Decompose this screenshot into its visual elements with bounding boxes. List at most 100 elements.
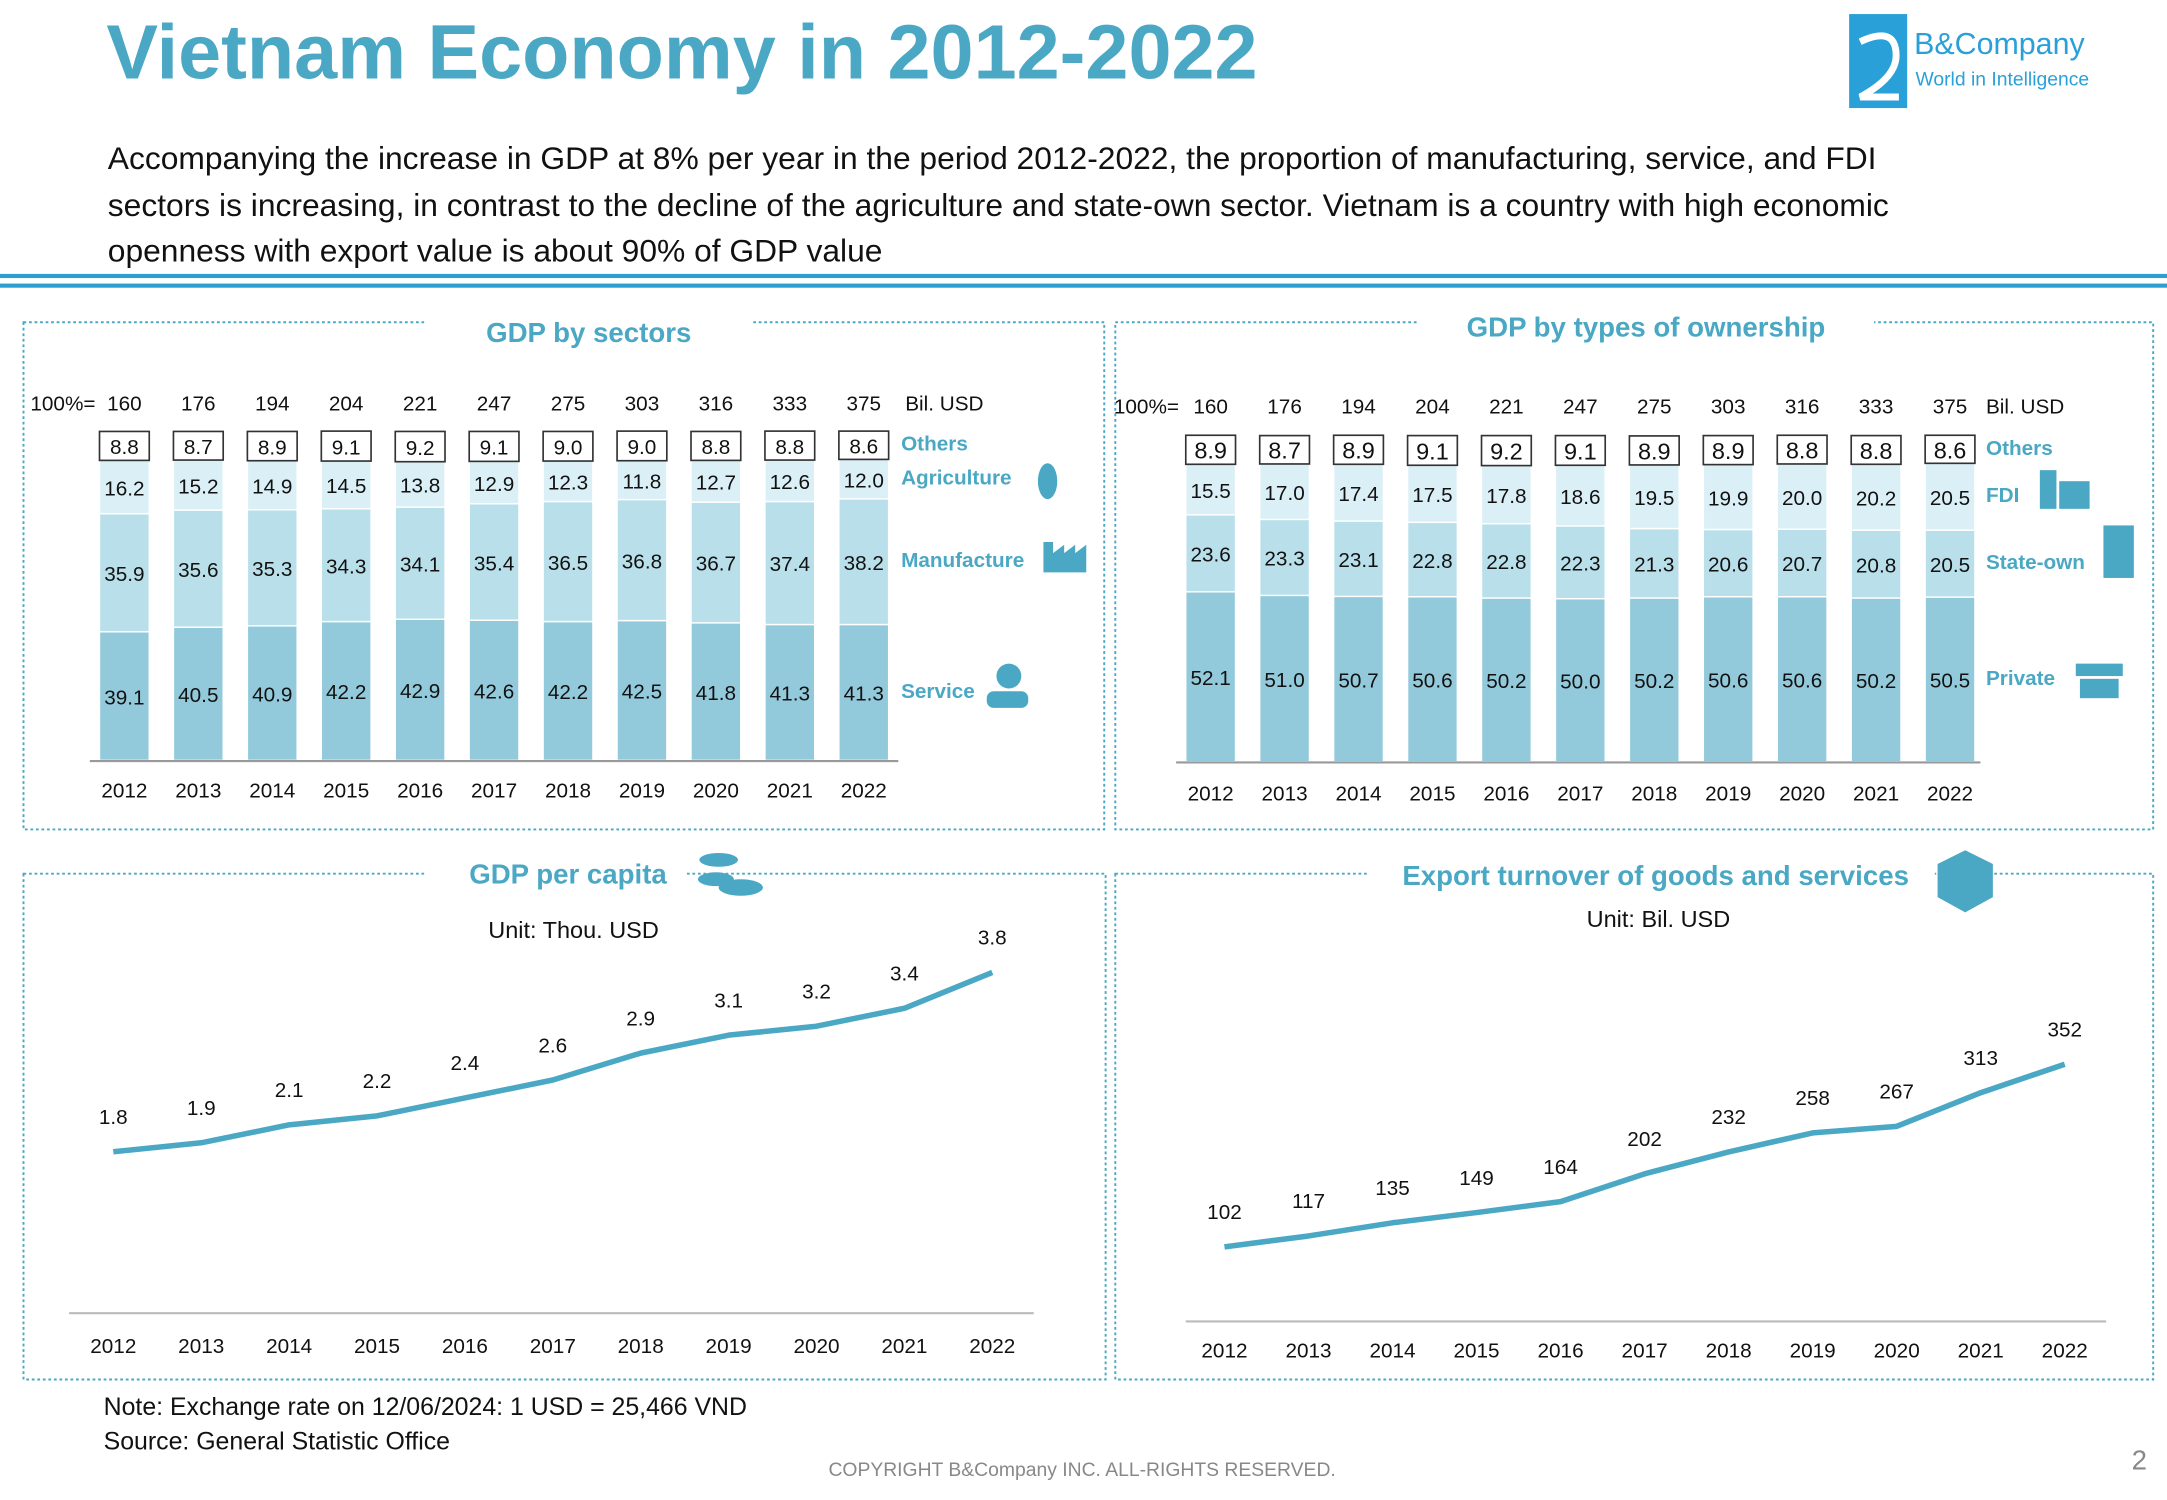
value-label: 20.6 (1708, 553, 1748, 576)
value-label: 3.1 (714, 989, 743, 1012)
total-label: 333 (773, 393, 808, 416)
value-label: 50.2 (1856, 670, 1896, 693)
bar-segment (1406, 521, 1459, 598)
panel-frame (22, 321, 1106, 831)
bar-segment (838, 458, 890, 500)
chart-title: Export turnover of goods and services (1402, 860, 1909, 891)
x-tick-label: 2017 (530, 1335, 576, 1358)
bar-segment (172, 430, 225, 461)
x-tick-label: 2012 (1188, 782, 1234, 805)
value-label: 13.8 (400, 475, 440, 498)
total-label: 194 (255, 393, 290, 416)
total-label: 247 (1563, 395, 1598, 418)
bar-segment (468, 503, 520, 621)
bar-segment (246, 625, 298, 762)
bar-segment (838, 623, 890, 762)
bar-segment (1924, 434, 1976, 465)
bar-segment (1554, 434, 1607, 467)
total-label: 204 (1415, 395, 1450, 418)
x-tick-label: 2019 (1705, 782, 1751, 805)
value-label: 1.8 (99, 1106, 128, 1129)
value-label: 2.9 (626, 1007, 655, 1030)
value-label: 8.7 (184, 436, 213, 459)
value-label: 102 (1207, 1201, 1242, 1224)
value-label: 164 (1543, 1156, 1578, 1179)
divider (0, 273, 2167, 279)
total-label: 160 (107, 393, 142, 416)
bar-segment (394, 618, 446, 762)
bar-segment (246, 509, 298, 627)
value-label: 12.6 (770, 471, 810, 494)
value-label: 50.7 (1338, 669, 1378, 692)
bar-segment (1259, 463, 1311, 521)
summary-line: sectors is increasing, in contrast to th… (108, 187, 1889, 223)
value-label: 35.4 (474, 552, 514, 575)
value-label: 15.2 (178, 475, 218, 498)
value-label: 17.0 (1264, 482, 1304, 505)
value-label: 22.8 (1486, 551, 1526, 574)
x-tick-label: 2021 (1958, 1339, 2004, 1362)
x-tick-label: 2016 (1483, 782, 1529, 805)
value-label: 8.8 (701, 436, 730, 459)
bar-segment (468, 430, 520, 463)
value-label: 23.3 (1264, 548, 1304, 571)
chart-title: GDP per capita (469, 859, 667, 890)
summary-line: Accompanying the increase in GDP at 8% p… (108, 140, 1877, 176)
total-label: 303 (625, 393, 660, 416)
bar-segment (1702, 528, 1754, 598)
value-label: 18.6 (1560, 486, 1600, 509)
bar-segment (838, 498, 890, 626)
x-tick-label: 2022 (841, 780, 887, 803)
icon-person (996, 663, 1022, 689)
chart-title: GDP by sectors (486, 317, 691, 348)
title-backing (1417, 307, 1875, 341)
bar-segment (1924, 529, 1976, 598)
value-label: 14.9 (252, 475, 292, 498)
x-tick-label: 2021 (767, 780, 813, 803)
bar-segment (1924, 462, 1976, 531)
total-label: 316 (1785, 395, 1820, 418)
x-tick-label: 2014 (249, 780, 295, 803)
value-label: 8.8 (1860, 438, 1893, 464)
bar-segment (1259, 518, 1311, 597)
value-label: 3.8 (978, 927, 1007, 950)
note: Note: Exchange rate on 12/06/2024: 1 USD… (104, 1393, 747, 1421)
panel-frame (1114, 321, 2155, 831)
value-label: 23.1 (1338, 549, 1378, 572)
bar-segment (1406, 464, 1459, 524)
unit-label: Unit: Bil. USD (1587, 906, 1731, 932)
value-label: 8.8 (775, 436, 804, 459)
x-tick-label: 2019 (619, 780, 665, 803)
value-label: 40.5 (178, 684, 218, 707)
panel-frame (1114, 872, 2155, 1381)
title-backing (424, 857, 687, 891)
value-label: 17.4 (1338, 483, 1378, 506)
value-label: 14.5 (326, 475, 366, 498)
bar-segment (98, 430, 151, 462)
title-backing (424, 307, 754, 341)
value-label: 20.2 (1856, 487, 1896, 510)
bar-segment (764, 430, 816, 461)
bar-segment (1850, 529, 1902, 599)
x-tick-label: 2014 (266, 1335, 312, 1358)
value-label: 15.5 (1190, 480, 1230, 503)
value-label: 8.9 (258, 436, 287, 459)
value-label: 42.6 (474, 681, 514, 704)
value-label: 20.0 (1782, 487, 1822, 510)
icon-factory (1043, 542, 1087, 573)
value-label: 40.9 (252, 683, 292, 706)
x-tick-label: 2018 (618, 1335, 664, 1358)
value-label: 12.9 (474, 473, 514, 496)
bar-segment (1185, 591, 1237, 763)
x-tick-label: 2018 (545, 780, 591, 803)
summary-line: openness with export value is about 90% … (108, 233, 883, 269)
bar-segment (320, 508, 372, 623)
value-label: 42.2 (548, 681, 588, 704)
icon-person (986, 691, 1029, 708)
value-label: 22.3 (1560, 553, 1600, 576)
value-label: 12.7 (696, 472, 736, 495)
value-label: 38.2 (844, 552, 884, 575)
value-label: 36.5 (548, 552, 588, 575)
page-title: Vietnam Economy in 2012-2022 (106, 10, 1257, 96)
